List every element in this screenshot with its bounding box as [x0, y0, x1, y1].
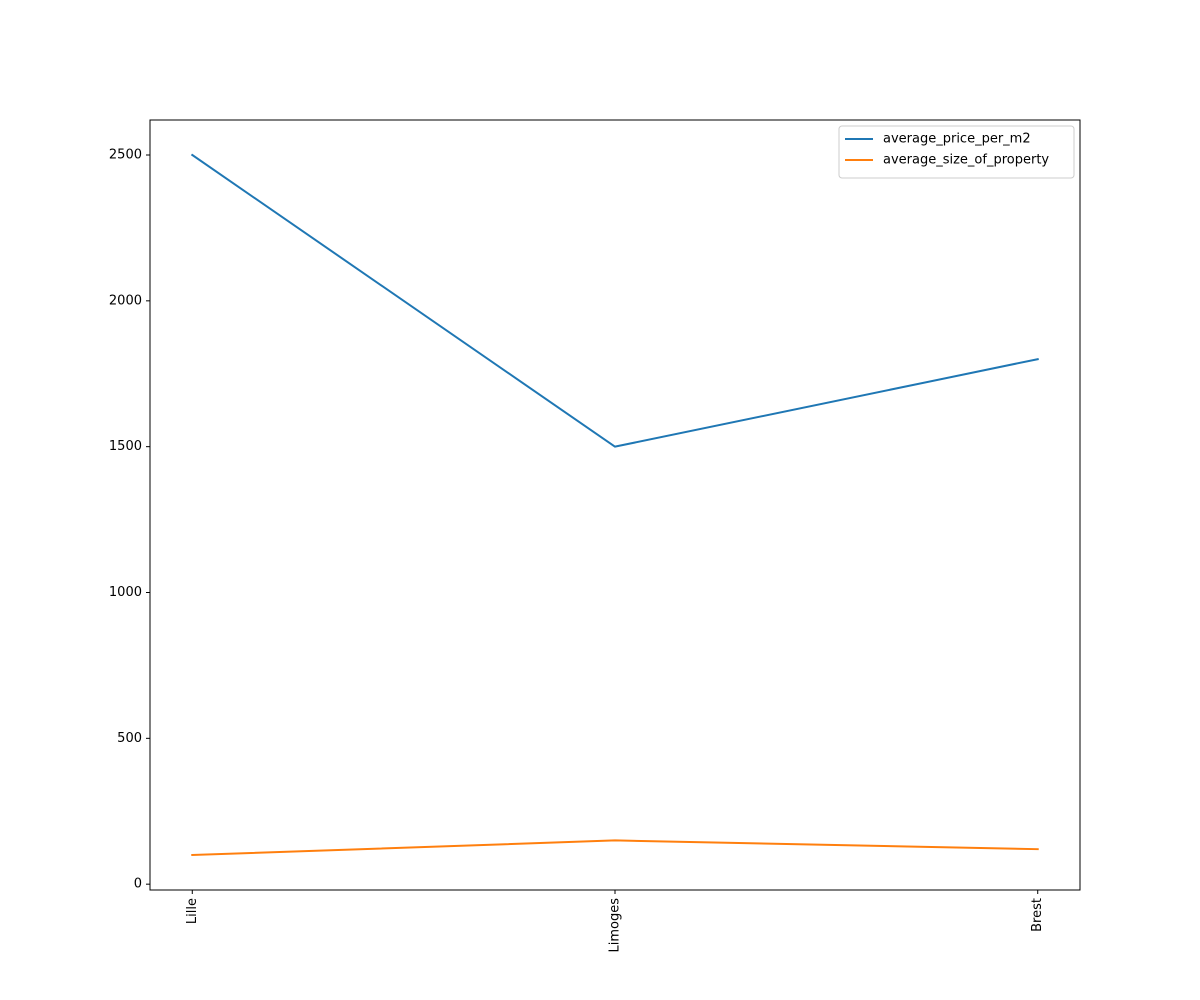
x-tick-label: Lille: [185, 898, 200, 924]
line-series: [190, 153, 1039, 448]
y-tick-label: 0: [134, 877, 142, 892]
legend-box: [838, 125, 1075, 179]
x-tick-label: Limoges: [608, 898, 623, 953]
y-tick-label: 2500: [109, 148, 142, 163]
line-series: [191, 839, 1039, 857]
plot-frame: [149, 119, 1081, 891]
y-tick-label: 500: [117, 731, 142, 746]
legend-label: average_price_per_m2: [883, 132, 1031, 147]
y-tick-label: 1000: [109, 585, 142, 600]
legend-label: average_size_of_property: [883, 153, 1049, 168]
y-tick-label: 2000: [109, 293, 142, 308]
y-tick-label: 1500: [109, 439, 142, 454]
x-tick-label: Brest: [1030, 898, 1045, 932]
